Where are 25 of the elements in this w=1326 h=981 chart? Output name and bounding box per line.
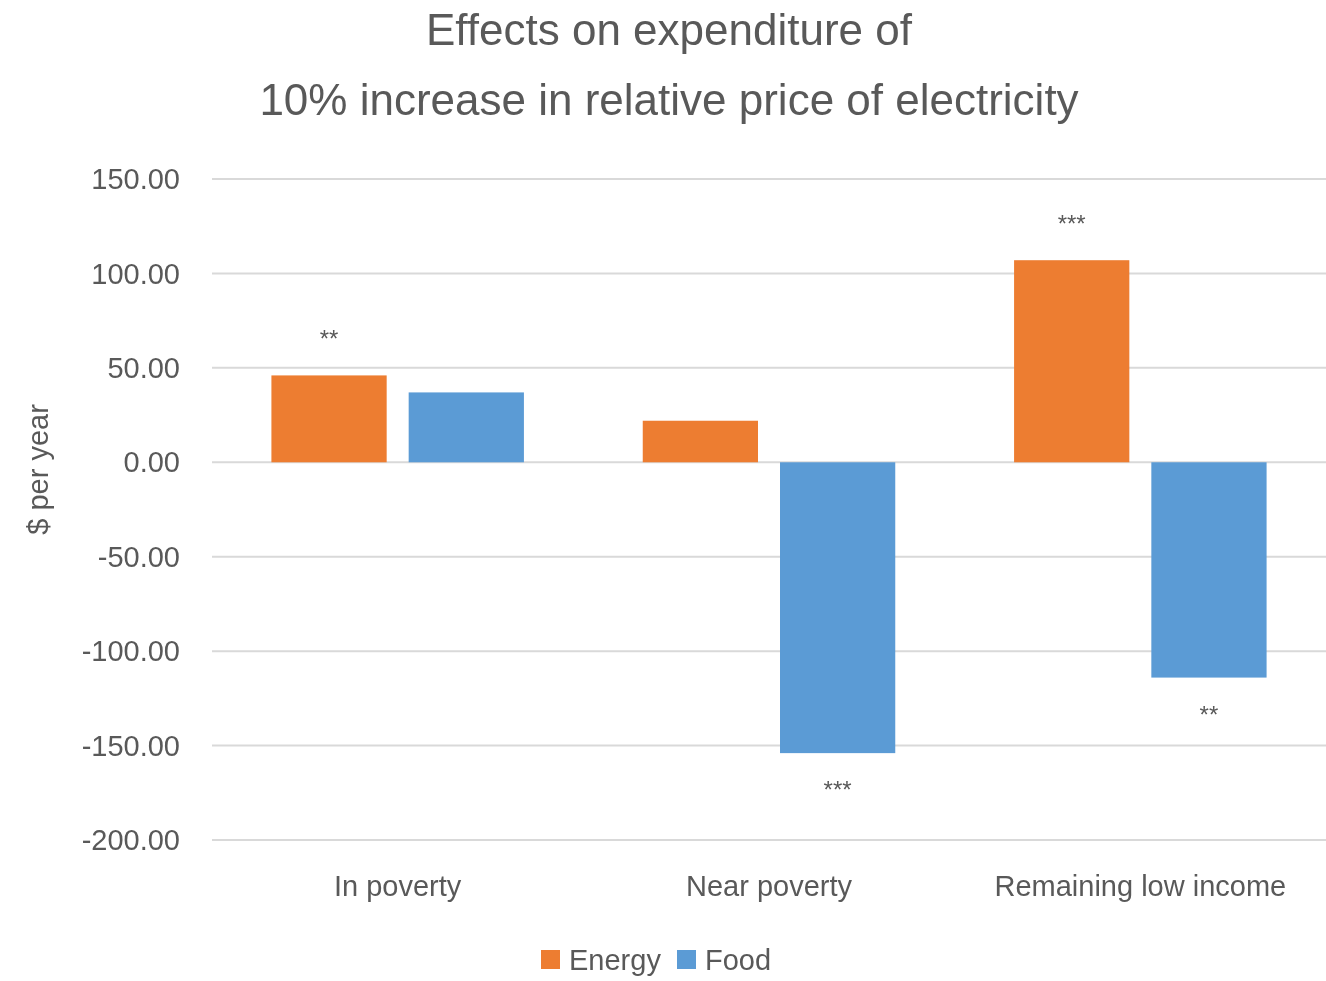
annotation: *** (823, 776, 852, 804)
legend-label: Food (705, 944, 772, 977)
annotation: *** (1057, 210, 1086, 238)
x-tick-label: Near poverty (685, 870, 853, 902)
bar (1151, 462, 1267, 678)
annotation: ** (319, 325, 339, 353)
y-tick-label: -200.00 (81, 824, 180, 857)
bar (408, 392, 524, 463)
chart-title: Effects on expenditure of 10% increase in relative price of electricity (259, 5, 1079, 124)
annotation: ** (1199, 700, 1219, 728)
y-tick-label: 100.00 (91, 257, 180, 290)
bar (780, 462, 896, 754)
y-tick-label: 0.00 (123, 446, 180, 479)
legend-label: Energy (569, 944, 662, 977)
y-tick-label: -100.00 (81, 635, 180, 668)
bar (642, 420, 758, 463)
y-tick-label: -50.00 (97, 540, 180, 573)
x-tick-label: In poverty (333, 870, 462, 902)
y-tick-label: 50.00 (107, 352, 180, 385)
y-axis-title: $ per year (22, 403, 54, 535)
bar (271, 375, 387, 463)
y-tick-label: -150.00 (81, 729, 180, 762)
y-tick-label: 150.00 (91, 163, 180, 196)
x-tick-label: Remaining low income (994, 870, 1287, 902)
bar (1014, 260, 1130, 463)
